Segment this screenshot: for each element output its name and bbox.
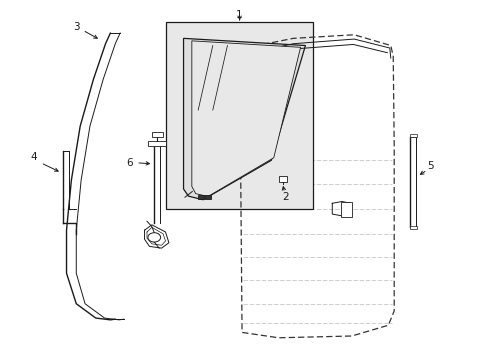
Text: 5: 5 bbox=[427, 161, 433, 171]
Text: 6: 6 bbox=[126, 158, 133, 168]
Circle shape bbox=[148, 233, 160, 242]
Bar bbox=[205, 195, 211, 199]
Bar bbox=[148, 140, 165, 146]
Bar bbox=[340, 202, 351, 217]
Polygon shape bbox=[183, 39, 305, 200]
Text: 2: 2 bbox=[282, 192, 289, 202]
Text: 3: 3 bbox=[73, 22, 80, 32]
Bar bbox=[152, 132, 162, 137]
Bar bbox=[198, 195, 203, 199]
Bar bbox=[409, 134, 416, 137]
Bar bbox=[166, 22, 312, 209]
Text: 4: 4 bbox=[30, 152, 37, 162]
Text: 1: 1 bbox=[236, 10, 243, 20]
Bar bbox=[409, 226, 416, 229]
Polygon shape bbox=[191, 41, 300, 197]
Bar bbox=[278, 176, 287, 182]
